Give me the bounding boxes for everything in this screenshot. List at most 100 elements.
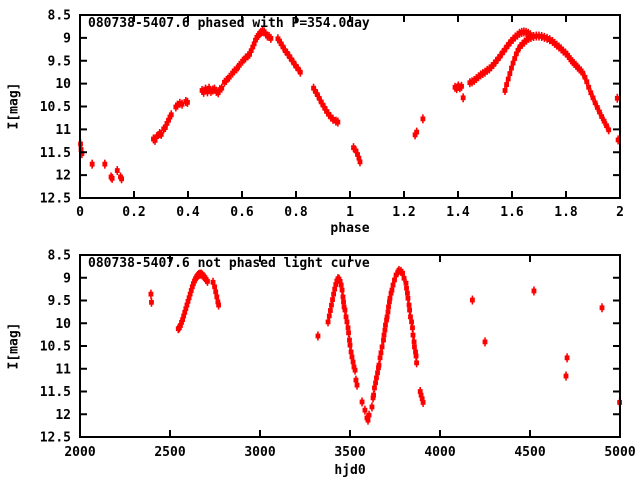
data-point bbox=[89, 161, 95, 167]
phased-plot-title: 080738-5407.6 phased with P=354.0day bbox=[88, 16, 370, 31]
x-tick-label: 3500 bbox=[334, 445, 365, 460]
data-point bbox=[347, 342, 353, 348]
data-point bbox=[166, 117, 171, 123]
data-point bbox=[337, 278, 343, 284]
data-point bbox=[320, 102, 326, 108]
y-tick-label: 12.5 bbox=[40, 431, 71, 446]
data-point bbox=[355, 152, 360, 157]
data-point bbox=[268, 35, 274, 41]
data-point bbox=[590, 95, 596, 101]
data-point bbox=[327, 308, 333, 313]
data-point bbox=[586, 84, 592, 90]
data-point bbox=[297, 69, 303, 75]
data-point bbox=[278, 41, 284, 47]
data-point bbox=[109, 175, 115, 181]
data-point bbox=[369, 404, 375, 410]
data-point bbox=[417, 389, 423, 394]
data-point bbox=[597, 109, 602, 115]
data-point bbox=[205, 89, 210, 95]
data-point bbox=[326, 313, 332, 319]
y-tick-label: 12 bbox=[55, 169, 71, 184]
data-point bbox=[359, 399, 365, 405]
data-point bbox=[383, 322, 388, 328]
data-point bbox=[482, 339, 488, 345]
data-point bbox=[213, 289, 219, 295]
x-tick-label: 2 bbox=[616, 205, 624, 220]
data-point bbox=[335, 119, 341, 125]
x-tick-label: 3000 bbox=[244, 445, 275, 460]
data-point bbox=[352, 367, 358, 373]
data-point bbox=[186, 295, 192, 301]
data-point bbox=[291, 60, 297, 66]
data-point bbox=[354, 382, 360, 388]
x-tick-label: 5000 bbox=[604, 445, 635, 460]
data-point bbox=[102, 161, 108, 167]
data-point bbox=[376, 362, 382, 368]
unphased-x-axis-label: hjd0 bbox=[334, 463, 366, 478]
data-point bbox=[164, 121, 170, 126]
data-point bbox=[385, 309, 391, 315]
y-tick-label: 11 bbox=[55, 362, 71, 377]
data-point bbox=[219, 85, 225, 91]
data-point bbox=[493, 59, 499, 65]
x-tick-label: 4500 bbox=[514, 445, 545, 460]
data-point bbox=[205, 278, 210, 284]
data-point bbox=[253, 37, 258, 43]
data-point bbox=[214, 294, 220, 300]
data-point bbox=[401, 275, 407, 281]
x-tick-label: 4000 bbox=[424, 445, 455, 460]
data-point bbox=[410, 325, 415, 331]
y-tick-label: 8.5 bbox=[48, 9, 71, 24]
data-point bbox=[563, 373, 569, 379]
data-point bbox=[592, 100, 598, 106]
data-point bbox=[382, 327, 388, 333]
data-point bbox=[175, 102, 180, 108]
data-point bbox=[179, 101, 185, 107]
data-point bbox=[79, 151, 85, 157]
data-point bbox=[584, 79, 590, 85]
data-point bbox=[182, 309, 188, 315]
data-point bbox=[604, 123, 609, 129]
data-point bbox=[329, 302, 334, 308]
x-tick-label: 0.4 bbox=[176, 205, 200, 220]
data-point bbox=[390, 282, 396, 288]
data-point bbox=[295, 66, 301, 72]
data-point bbox=[454, 86, 460, 92]
data-point bbox=[162, 125, 168, 130]
data-point bbox=[406, 302, 412, 308]
data-point bbox=[510, 60, 516, 66]
data-point bbox=[240, 58, 245, 64]
data-point bbox=[311, 85, 316, 91]
data-point bbox=[373, 380, 378, 386]
data-point bbox=[179, 319, 184, 325]
data-point bbox=[346, 330, 351, 336]
data-point bbox=[282, 48, 288, 54]
data-point bbox=[404, 285, 409, 291]
data-point bbox=[339, 287, 345, 293]
x-tick-label: 1.6 bbox=[500, 205, 524, 220]
data-point bbox=[419, 396, 425, 402]
data-point bbox=[189, 284, 195, 290]
x-tick-label: 0 bbox=[76, 205, 84, 220]
data-point bbox=[345, 325, 351, 331]
data-point bbox=[504, 82, 509, 87]
data-point bbox=[420, 116, 426, 122]
data-point bbox=[356, 155, 362, 161]
data-point bbox=[248, 48, 254, 54]
data-point bbox=[389, 287, 395, 293]
data-point bbox=[536, 33, 542, 39]
x-tick-label: 1.4 bbox=[446, 205, 470, 220]
x-tick-label: 1 bbox=[346, 205, 354, 220]
data-point bbox=[178, 323, 183, 328]
data-point bbox=[375, 370, 380, 376]
data-point bbox=[331, 291, 337, 297]
x-tick-label: 0.8 bbox=[284, 205, 308, 220]
data-point bbox=[250, 44, 256, 50]
data-point bbox=[277, 38, 282, 44]
data-point bbox=[234, 66, 239, 72]
x-tick-label: 1.8 bbox=[554, 205, 578, 220]
data-point bbox=[606, 127, 612, 133]
data-point bbox=[340, 294, 346, 300]
unphased-light-curve-plot: 2000 2500 3000 3500 4000 4500 5000 8.5 9 9.5 10 10.… bbox=[40, 249, 636, 461]
data-point bbox=[203, 86, 208, 92]
